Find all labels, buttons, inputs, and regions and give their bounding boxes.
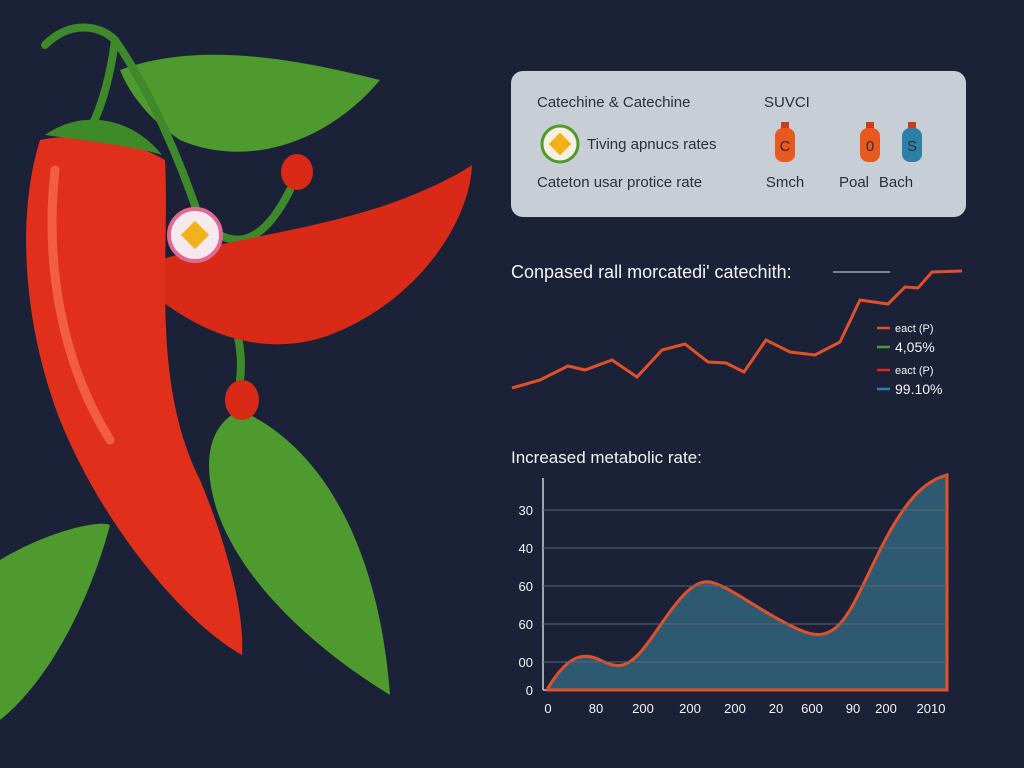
leaf: [120, 54, 380, 152]
bottle: [902, 128, 922, 162]
calyx: [45, 119, 162, 155]
bottle: [860, 128, 880, 162]
x-tick-label: 80: [589, 701, 603, 716]
area-title: Increased metabolic rate:: [511, 448, 702, 467]
bottle-cap: [908, 122, 916, 130]
berry: [281, 154, 313, 190]
leaf: [209, 410, 390, 695]
panel-code: SUVCI: [764, 94, 810, 111]
area: [546, 472, 949, 692]
panel-row: Tiving apnucs rates: [587, 136, 717, 153]
y-tick-label: 30: [519, 503, 533, 518]
highlight: [47, 165, 115, 445]
x-tick-label: 20: [769, 701, 783, 716]
bottle-cap: [866, 122, 874, 130]
bottle-cap: [781, 122, 789, 130]
leaf: [0, 523, 110, 720]
x-tick-label: 90: [846, 701, 860, 716]
bottle-letter: S: [907, 138, 917, 155]
x-tick-label: 200: [875, 701, 897, 716]
legend-name: eact (P): [895, 323, 934, 335]
y-tick-label: 60: [519, 579, 533, 594]
y-tick-label: 0: [526, 683, 533, 698]
x-tick-label: 200: [724, 701, 746, 716]
trend-line: [511, 269, 963, 390]
x-tick-label: 600: [801, 701, 823, 716]
y-tick-label: 00: [519, 655, 533, 670]
bottle-label: Bach: [879, 174, 913, 191]
x-tick-label: 200: [632, 701, 654, 716]
bottle-letter: 0: [866, 138, 874, 155]
y-tick-label: 60: [519, 617, 533, 632]
y-tick-label: 40: [519, 541, 533, 556]
legend-value: 99.10%: [895, 381, 942, 397]
bottles: C Smch 0 Poal S Bach: [766, 122, 922, 191]
panel-title: Catechine & Catechine: [537, 94, 690, 111]
trend-legend: eact (P) 4,05% eact (P) 99.10%: [877, 323, 942, 397]
legend-value: 4,05%: [895, 339, 935, 355]
berry: [225, 380, 259, 420]
trend-title: Conpased rall morcatedi' catechith:: [511, 262, 792, 282]
legend-panel: [511, 71, 966, 217]
x-tick-label: 2010: [917, 701, 946, 716]
pepper: [26, 136, 243, 656]
x-tick-label: 200: [679, 701, 701, 716]
panel-row: Cateton usar protice rate: [537, 174, 702, 191]
pepper: [160, 165, 472, 345]
bottle: [775, 128, 795, 162]
bottle-letter: C: [780, 138, 791, 155]
x-tick-label: 0: [544, 701, 551, 716]
bottle-label: Poal: [839, 174, 869, 191]
legend-name: eact (P): [895, 365, 934, 377]
bottle-label: Smch: [766, 174, 804, 191]
